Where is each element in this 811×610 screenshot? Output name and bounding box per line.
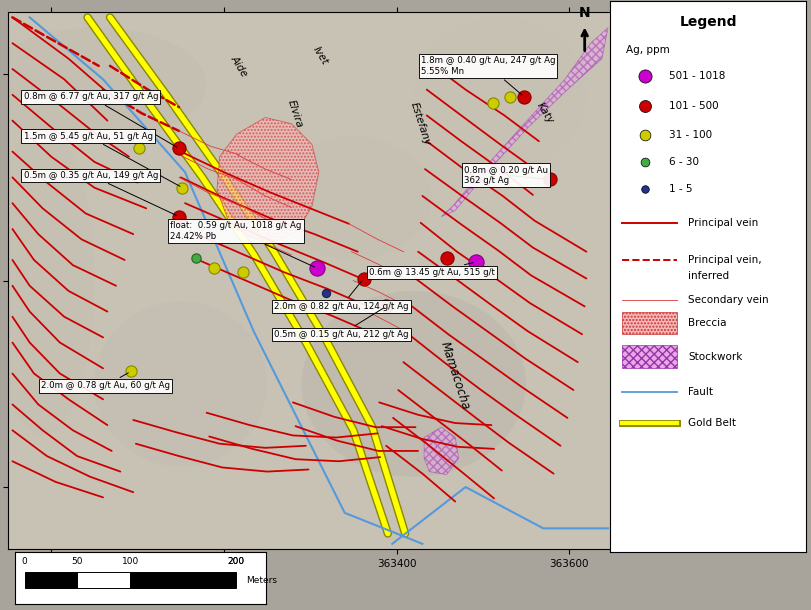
Text: N: N xyxy=(579,7,590,21)
Bar xyxy=(78,572,131,588)
Point xyxy=(311,264,324,273)
Text: 50: 50 xyxy=(71,556,84,565)
Text: 200: 200 xyxy=(227,556,244,565)
Text: 1 - 5: 1 - 5 xyxy=(669,184,693,193)
Point xyxy=(176,183,189,193)
Text: 101 - 500: 101 - 500 xyxy=(669,101,719,111)
Text: Estefany: Estefany xyxy=(409,101,432,146)
Text: Ag, ppm: Ag, ppm xyxy=(625,45,669,56)
Point xyxy=(133,143,146,153)
Text: float:  0.59 g/t Au, 1018 g/t Ag
24.42% Pb: float: 0.59 g/t Au, 1018 g/t Ag 24.42% P… xyxy=(170,221,315,267)
Bar xyxy=(183,572,236,588)
Ellipse shape xyxy=(0,27,207,142)
Text: 0.6m @ 13.45 g/t Au, 515 g/t: 0.6m @ 13.45 g/t Au, 515 g/t xyxy=(369,263,495,277)
Text: 6 - 30: 6 - 30 xyxy=(669,157,699,167)
Text: Aide: Aide xyxy=(229,54,250,78)
Point xyxy=(639,130,652,140)
Text: Ivet: Ivet xyxy=(311,45,330,66)
Point xyxy=(543,174,556,184)
Text: 1.5m @ 5.45 g/t Au, 51 g/t Ag: 1.5m @ 5.45 g/t Au, 51 g/t Ag xyxy=(24,132,180,187)
Text: inferred: inferred xyxy=(689,270,730,281)
Ellipse shape xyxy=(0,126,94,436)
Point xyxy=(487,98,500,108)
Bar xyxy=(622,312,676,334)
Text: Principal vein: Principal vein xyxy=(689,218,758,228)
Polygon shape xyxy=(424,427,459,475)
Text: 100: 100 xyxy=(122,556,139,565)
Point xyxy=(173,143,186,153)
Polygon shape xyxy=(441,27,608,217)
Point xyxy=(380,301,393,311)
Point xyxy=(470,257,483,267)
Ellipse shape xyxy=(302,291,526,477)
Text: Principal vein,: Principal vein, xyxy=(689,255,762,265)
Text: 2.0m @ 0.78 g/t Au, 60 g/t Ag: 2.0m @ 0.78 g/t Au, 60 g/t Ag xyxy=(41,373,170,390)
Polygon shape xyxy=(217,118,319,242)
Text: Elvira: Elvira xyxy=(285,98,304,129)
Text: Breccia: Breccia xyxy=(689,318,727,328)
Point xyxy=(639,101,652,111)
Bar xyxy=(622,345,676,367)
Bar xyxy=(131,572,183,588)
Text: Mamacocha: Mamacocha xyxy=(438,340,472,411)
Point xyxy=(236,267,249,277)
Point xyxy=(504,92,517,102)
Text: 0: 0 xyxy=(22,556,28,565)
Point xyxy=(173,212,186,221)
Point xyxy=(320,288,333,298)
Point xyxy=(124,367,137,376)
Point xyxy=(639,157,652,167)
Point xyxy=(639,71,652,81)
Text: Legend: Legend xyxy=(680,15,736,29)
Text: 0.8m @ 0.20 g/t Au
362 g/t Ag: 0.8m @ 0.20 g/t Au 362 g/t Ag xyxy=(464,165,548,185)
Text: 501 - 1018: 501 - 1018 xyxy=(669,71,725,81)
Text: 200: 200 xyxy=(227,556,244,565)
Point xyxy=(440,253,453,263)
Point xyxy=(639,184,652,193)
Text: Meters: Meters xyxy=(246,576,277,584)
Text: Fault: Fault xyxy=(689,387,714,397)
Ellipse shape xyxy=(276,136,431,260)
Text: Secondary vein: Secondary vein xyxy=(689,295,769,305)
Text: 0.5m @ 0.35 g/t Au, 149 g/t Ag: 0.5m @ 0.35 g/t Au, 149 g/t Ag xyxy=(24,171,177,215)
Text: 1.8m @ 0.40 g/t Au, 247 g/t Ag
5.55% Mn: 1.8m @ 0.40 g/t Au, 247 g/t Ag 5.55% Mn xyxy=(421,56,556,95)
Text: 31 - 100: 31 - 100 xyxy=(669,129,712,140)
Text: 0.5m @ 0.15 g/t Au, 212 g/t Ag: 0.5m @ 0.15 g/t Au, 212 g/t Ag xyxy=(274,308,409,339)
Ellipse shape xyxy=(414,17,586,172)
Text: Gold Belt: Gold Belt xyxy=(689,418,736,428)
Point xyxy=(190,253,203,263)
Point xyxy=(357,274,370,284)
Ellipse shape xyxy=(94,301,267,467)
Bar xyxy=(24,572,78,588)
Text: 0.8m @ 6.77 g/t Au, 317 g/t Ag: 0.8m @ 6.77 g/t Au, 317 g/t Ag xyxy=(24,92,177,147)
Point xyxy=(517,92,530,102)
Text: Katy: Katy xyxy=(534,101,556,126)
Text: Stockwork: Stockwork xyxy=(689,351,743,362)
Text: 2.0m @ 0.82 g/t Au, 124 g/t Ag: 2.0m @ 0.82 g/t Au, 124 g/t Ag xyxy=(274,281,409,311)
Point xyxy=(207,264,220,273)
